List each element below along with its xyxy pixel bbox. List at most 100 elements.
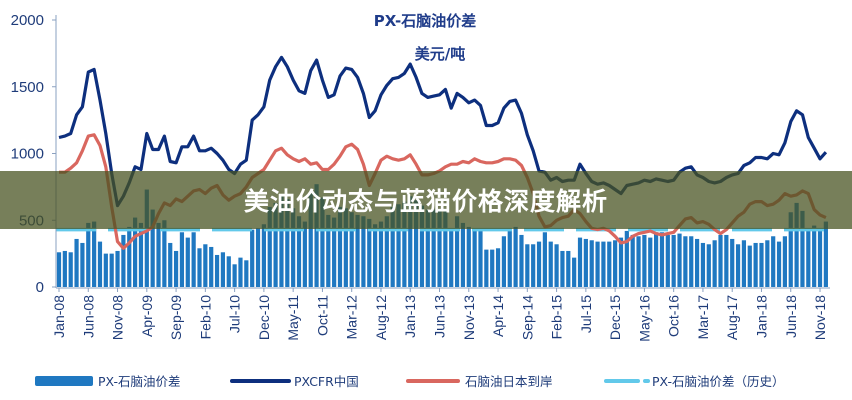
x-tick-label: Feb-15: [549, 295, 565, 340]
spread-bar: [753, 242, 758, 287]
spread-bar: [291, 208, 296, 287]
x-tick-label: Jul-15: [578, 295, 594, 333]
spread-bar: [531, 244, 536, 287]
spread-bar: [437, 210, 442, 287]
spread-bar: [279, 196, 284, 287]
spread-bar: [144, 189, 149, 287]
x-tick-label: Oct-16: [666, 295, 682, 337]
spread-bar: [484, 249, 489, 287]
spread-bar: [788, 212, 793, 287]
spread-bar: [648, 237, 653, 287]
spread-bar: [162, 220, 167, 287]
spread-bar: [642, 234, 647, 287]
spread-bar: [683, 236, 688, 287]
spread-bar: [823, 221, 828, 287]
spread-bar: [583, 238, 588, 287]
spread-bar: [759, 242, 764, 287]
spread-bar: [618, 237, 624, 287]
spread-bar: [302, 221, 307, 287]
spread-bar: [454, 216, 460, 287]
spread-bar: [320, 197, 325, 287]
spread-bar: [700, 242, 706, 287]
spread-bar: [355, 214, 360, 287]
spread-bar: [665, 234, 670, 287]
legend-label-hist: PX-石脑油价差（历史）: [652, 374, 785, 389]
spread-bar: [765, 240, 770, 287]
spread-bar: [343, 208, 348, 287]
spread-bar: [624, 230, 629, 287]
spread-bar: [97, 241, 103, 287]
spread-bar: [659, 232, 665, 287]
legend-label-naphtha: 石脑油日本到岸: [465, 374, 553, 389]
y-tick-label: 0: [36, 279, 44, 296]
x-tick-label: Jun-13: [432, 295, 448, 338]
spread-bar: [332, 217, 337, 287]
spread-bar: [74, 238, 79, 287]
chart-subtitle: 美元/吨: [415, 45, 465, 63]
x-tick-label: May-11: [285, 295, 301, 341]
x-tick-label: Apr-09: [139, 295, 155, 337]
spread-bar: [337, 206, 343, 287]
spread-bar: [507, 229, 512, 287]
spread-bar: [718, 234, 723, 287]
x-tick-label: Nov-13: [461, 295, 477, 340]
spread-bar: [694, 238, 700, 287]
spread-bar: [103, 253, 108, 287]
spread-bar: [232, 264, 237, 287]
spread-bar: [115, 250, 120, 287]
spread-bar: [431, 209, 436, 287]
spread-bar: [536, 241, 542, 287]
spread-bar: [677, 233, 682, 287]
spread-bar: [542, 232, 547, 287]
spread-bar: [671, 234, 676, 287]
spread-bar: [735, 244, 741, 287]
spread-bar: [472, 228, 477, 287]
spread-bar: [68, 252, 73, 287]
spread-bar: [349, 212, 354, 287]
x-tick-label: Apr-14: [490, 295, 506, 337]
spread-bar: [595, 241, 600, 287]
spread-bar: [80, 242, 85, 287]
spread-bar: [408, 196, 413, 287]
spread-bar: [724, 234, 729, 287]
spread-bar: [150, 209, 155, 287]
spread-bar: [191, 232, 196, 287]
spread-bar: [173, 250, 179, 287]
spread-bar: [636, 236, 641, 287]
spread-bar: [460, 222, 466, 287]
spread-bar: [490, 249, 495, 287]
spread-bar: [817, 230, 823, 287]
spread-bar: [226, 256, 231, 287]
y-tick-label: 1000: [11, 146, 44, 163]
spread-bar: [138, 222, 144, 287]
spread-bar: [308, 193, 313, 287]
spread-bar: [314, 184, 319, 287]
spread-bar: [806, 230, 811, 287]
x-tick-label: Nov-18: [812, 295, 828, 340]
spread-bar: [296, 216, 302, 287]
spread-bar: [449, 230, 454, 287]
spread-bar: [326, 214, 331, 287]
spread-bar: [630, 234, 635, 287]
legend-swatch-spread: [35, 376, 93, 386]
spread-bars: [56, 184, 828, 287]
spread-bar: [267, 206, 272, 287]
x-tick-label: Aug-12: [373, 295, 389, 340]
spread-bar: [525, 244, 530, 287]
spread-bar: [495, 248, 501, 287]
spread-bar: [390, 206, 395, 287]
spread-bar: [712, 240, 717, 287]
spread-bar: [62, 250, 67, 287]
spread-bar: [519, 234, 524, 287]
spread-bar: [56, 252, 62, 287]
spread-bar: [613, 240, 618, 287]
x-tick-label: Jan-18: [753, 295, 769, 338]
spread-bar: [466, 226, 471, 287]
x-tick-label: Jun-18: [783, 295, 799, 338]
spread-bar: [741, 240, 747, 287]
spread-bar: [238, 257, 243, 287]
spread-bar: [419, 205, 425, 287]
spread-bar: [255, 228, 261, 287]
spread-bar: [384, 216, 389, 287]
spread-bar: [220, 252, 226, 287]
